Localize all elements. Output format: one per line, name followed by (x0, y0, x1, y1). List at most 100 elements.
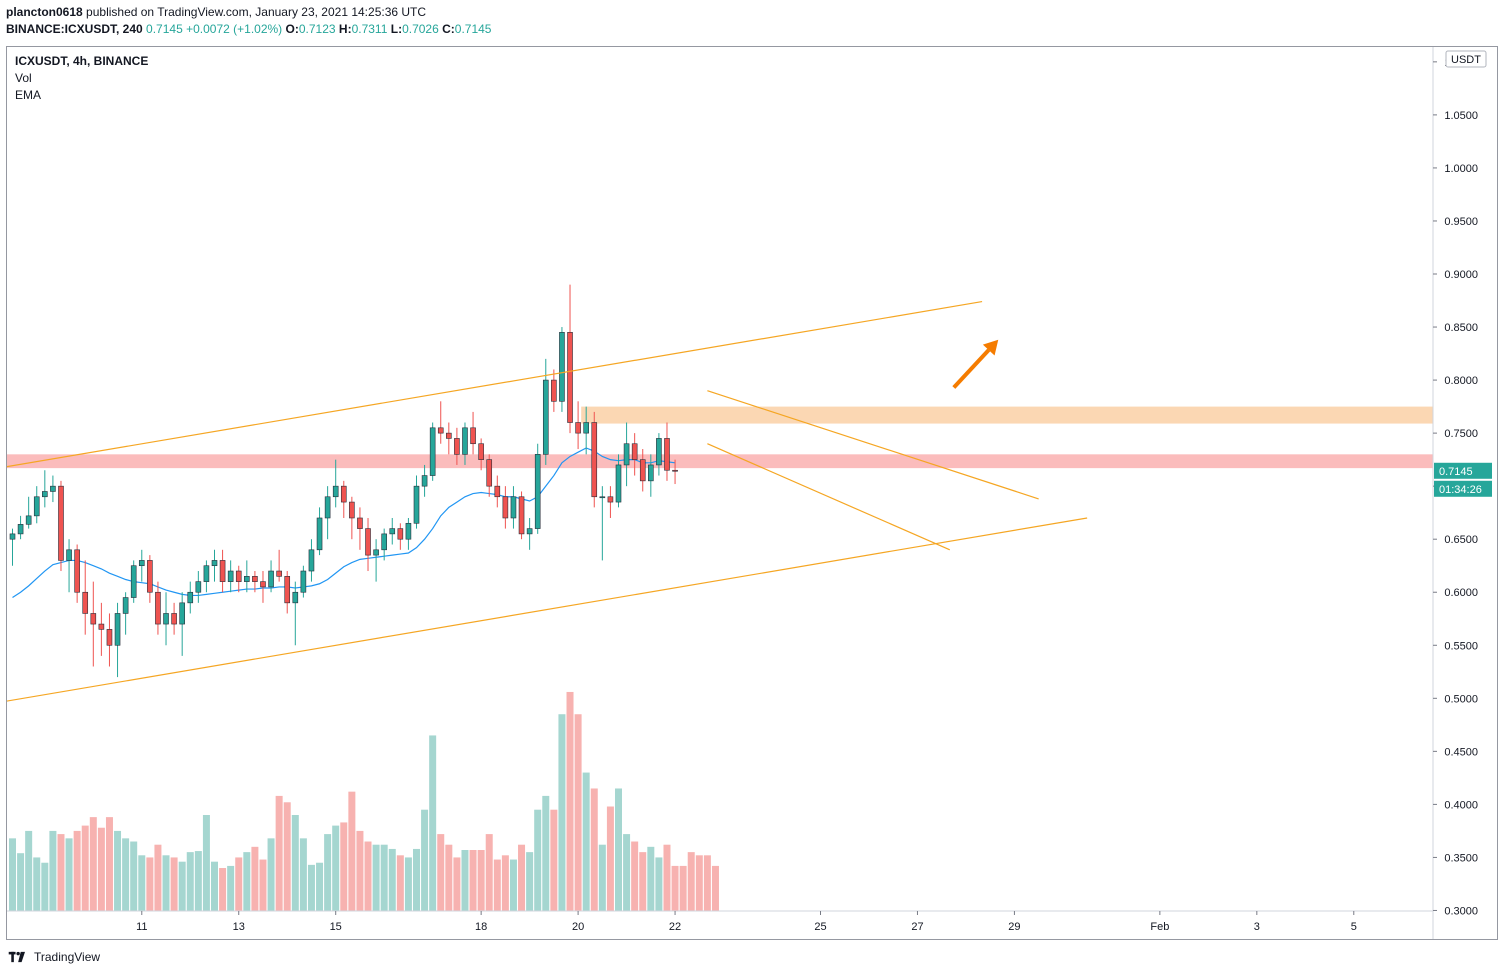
candle-body[interactable] (623, 443, 630, 466)
footer-brand[interactable]: TradingView (8, 950, 100, 964)
x-tick-label: 22 (669, 921, 681, 933)
candle-body[interactable] (211, 560, 218, 567)
candle-body[interactable] (324, 496, 331, 519)
candle-body[interactable] (90, 613, 97, 625)
legend-ema[interactable]: EMA (15, 88, 42, 102)
legend-title[interactable]: ICXUSDT, 4h, BINANCE (15, 54, 149, 68)
candle-body[interactable] (373, 549, 379, 556)
candle-body[interactable] (114, 613, 121, 646)
candle-body[interactable] (244, 576, 250, 582)
candle-body[interactable] (130, 565, 137, 598)
candle-body[interactable] (421, 475, 428, 487)
candle-body[interactable] (219, 560, 226, 582)
candle-body[interactable] (316, 517, 323, 551)
candle-body[interactable] (591, 422, 598, 498)
candle-body[interactable] (542, 379, 549, 455)
low-value: 0.7026 (402, 22, 439, 36)
candle-body[interactable] (284, 576, 291, 604)
candle-body[interactable] (470, 427, 476, 445)
candle-body[interactable] (171, 613, 177, 625)
candle-body[interactable] (155, 591, 161, 625)
candle-body[interactable] (179, 602, 185, 625)
candle-body[interactable] (122, 597, 129, 614)
candle-body[interactable] (138, 560, 145, 567)
candle-body[interactable] (518, 496, 525, 535)
candle-body[interactable] (631, 443, 638, 460)
bullish-arrow[interactable] (952, 348, 991, 389)
candle-body[interactable] (599, 496, 606, 499)
y-tick-label: 0.4000 (1444, 799, 1478, 811)
candle-body[interactable] (332, 485, 339, 498)
candle-body[interactable] (478, 443, 484, 460)
tradingview-logo-icon (8, 951, 25, 963)
candle-body[interactable] (357, 517, 363, 529)
candle-body[interactable] (664, 438, 670, 471)
candle-body[interactable] (340, 485, 347, 503)
candle-body[interactable] (66, 549, 72, 561)
candle-body[interactable] (607, 496, 614, 503)
candle-body[interactable] (235, 570, 242, 582)
candle-body[interactable] (648, 464, 654, 482)
candle-body[interactable] (292, 591, 299, 604)
candle-body[interactable] (454, 438, 460, 455)
candle-body[interactable] (42, 491, 48, 498)
candle-body[interactable] (534, 454, 541, 529)
candle-body[interactable] (187, 591, 194, 604)
candle-body[interactable] (615, 464, 622, 503)
candle-body[interactable] (163, 613, 169, 625)
candle-body[interactable] (510, 496, 517, 519)
candle-body[interactable] (9, 533, 16, 540)
candle-body[interactable] (575, 422, 581, 434)
candle-body[interactable] (252, 576, 258, 582)
candle-body[interactable] (583, 422, 589, 434)
candle-body[interactable] (656, 438, 662, 466)
legend-vol[interactable]: Vol (15, 71, 32, 85)
candle-body[interactable] (17, 524, 24, 535)
candle-body[interactable] (33, 496, 40, 517)
candle-body[interactable] (405, 522, 412, 540)
trend-line-4[interactable] (707, 443, 951, 551)
candle-body[interactable] (486, 459, 493, 487)
candle-body[interactable] (413, 485, 420, 524)
candle-body[interactable] (639, 459, 646, 482)
candle-body[interactable] (276, 570, 282, 577)
candle-body[interactable] (672, 469, 678, 472)
candle-body[interactable] (300, 570, 307, 593)
trend-line-3[interactable] (707, 390, 1039, 500)
candle-body[interactable] (25, 515, 32, 525)
candle-body[interactable] (494, 485, 501, 498)
candle-body[interactable] (227, 570, 234, 582)
candle-body[interactable] (397, 528, 404, 540)
candle-body[interactable] (502, 496, 509, 519)
candle-body[interactable] (381, 533, 387, 551)
candle-body[interactable] (551, 379, 557, 402)
candle-body[interactable] (203, 565, 210, 582)
candle-body[interactable] (437, 427, 444, 434)
candle-body[interactable] (260, 581, 266, 588)
currency-badge[interactable] (1445, 50, 1487, 68)
candle-body[interactable] (349, 501, 355, 519)
candle-body[interactable] (526, 528, 533, 535)
candle-body[interactable] (50, 485, 56, 492)
candle-body[interactable] (567, 332, 573, 423)
candle-body[interactable] (389, 528, 396, 535)
candle-body[interactable] (74, 549, 80, 593)
trend-line-2[interactable] (4, 517, 1088, 702)
candle-body[interactable] (98, 623, 105, 630)
candle-body[interactable] (195, 581, 202, 593)
candle-body[interactable] (446, 432, 452, 439)
candle-body[interactable] (58, 485, 64, 561)
candle-body[interactable] (559, 332, 565, 402)
candle-body[interactable] (462, 427, 468, 455)
candle-body[interactable] (268, 570, 274, 588)
candle-body[interactable] (147, 560, 153, 593)
volume-bar (566, 691, 574, 911)
author-name[interactable]: plancton0618 (6, 5, 83, 19)
candle-body[interactable] (429, 427, 436, 476)
trend-line-1[interactable] (4, 300, 983, 468)
candle-body[interactable] (106, 629, 113, 646)
candle-body[interactable] (308, 549, 315, 572)
candle-body[interactable] (82, 591, 89, 614)
candle-body[interactable] (365, 528, 371, 556)
